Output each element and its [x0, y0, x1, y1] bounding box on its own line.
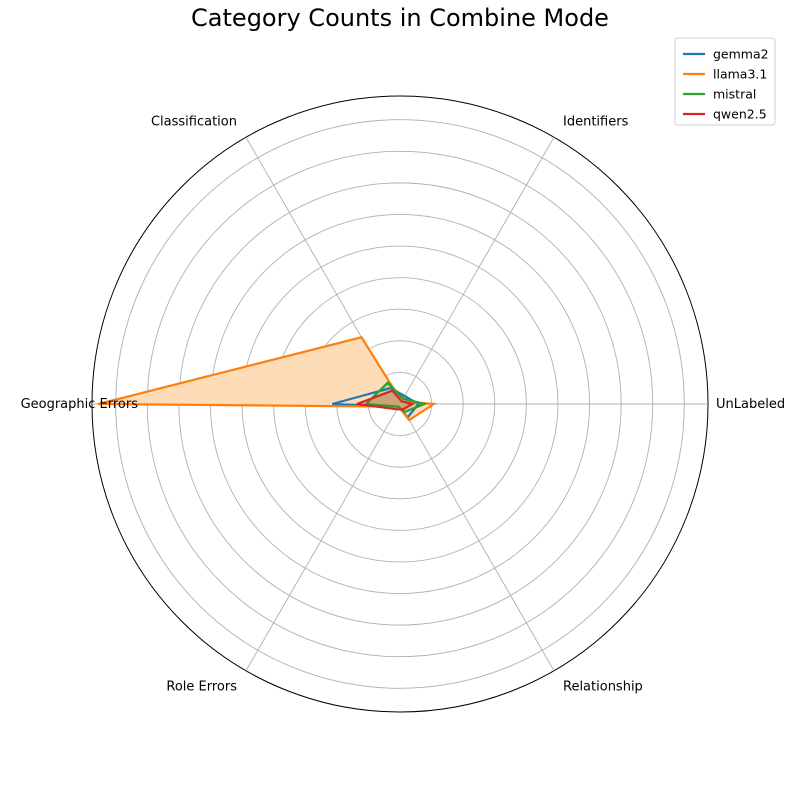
- category-label: UnLabeled: [716, 397, 785, 412]
- series-line-qwen2.5: [356, 389, 416, 411]
- category-label: Identifiers: [563, 115, 629, 130]
- series-line-mistral: [363, 381, 429, 414]
- legend-frame: [674, 37, 776, 126]
- radar-series: [97, 336, 438, 422]
- legend: gemma2 llama3.1 mistral qwen2.5: [674, 37, 776, 126]
- spoke-1: [399, 403, 555, 671]
- category-label: Relationship: [563, 679, 643, 694]
- category-label: Classification: [151, 115, 237, 130]
- legend-label: llama3.1: [713, 67, 767, 82]
- legend-label: mistral: [713, 87, 756, 102]
- category-labels: UnLabeled Relationship Role Errors Geograph…: [21, 115, 786, 695]
- chart-title: Category Counts in Combine Mode: [191, 4, 609, 32]
- legend-label: qwen2.5: [713, 107, 767, 122]
- spoke-5: [399, 137, 555, 405]
- category-label: Geographic Errors: [21, 397, 139, 412]
- legend-label: gemma2: [713, 47, 769, 62]
- category-label: Role Errors: [166, 679, 237, 694]
- spoke-2: [245, 403, 401, 671]
